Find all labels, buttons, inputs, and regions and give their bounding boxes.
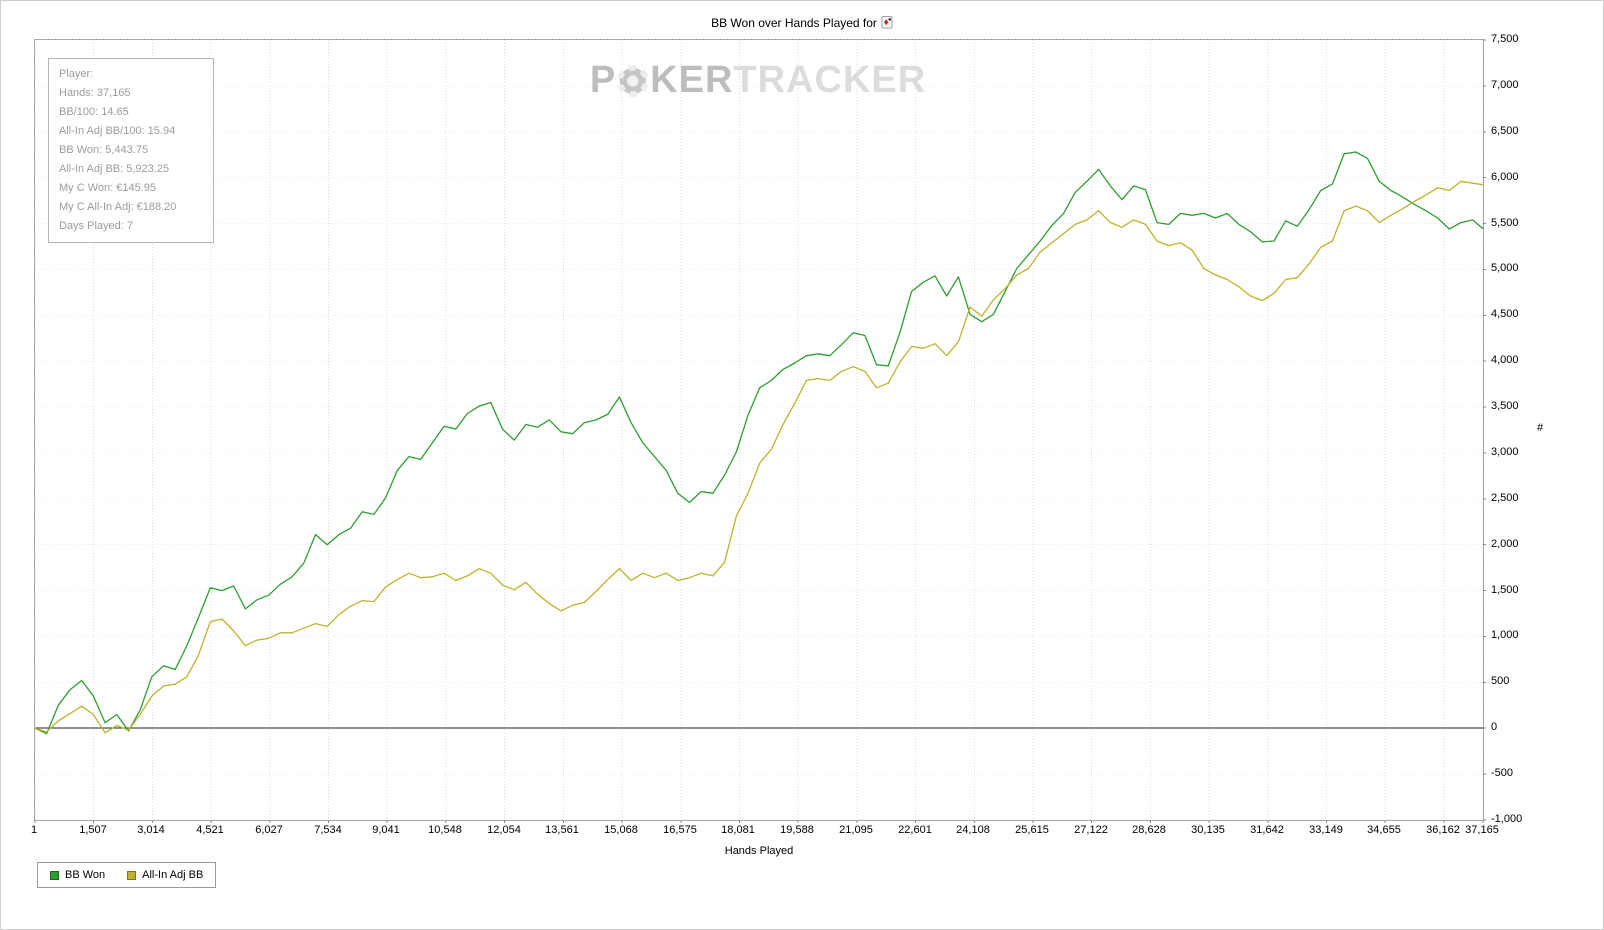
- series-line-1: [34, 180, 1484, 734]
- y-tick-label: 4,500: [1491, 308, 1519, 320]
- y-axis-labels: 7,500 7,000 6,500 6,000 5,500 5,000 4,500 4,000…: [1491, 33, 1551, 825]
- x-tick-label: 3,014: [137, 824, 165, 836]
- y-tick-label: 0: [1491, 721, 1498, 733]
- legend-label: All-In Adj BB: [142, 869, 204, 881]
- series-line-0: [34, 151, 1484, 735]
- chart-title-text: BB Won over Hands Played for: [711, 16, 877, 30]
- x-tick-label: 6,027: [255, 824, 283, 836]
- stat-line: All-In Adj BB: 5,923.25: [59, 163, 170, 175]
- x-tick-label: 30,135: [1191, 824, 1225, 836]
- y-tick-label: 500: [1491, 675, 1510, 687]
- chart-svg: [34, 39, 1486, 823]
- x-tick-label: 25,615: [1015, 824, 1049, 836]
- y-tick-label: 5,500: [1491, 217, 1519, 229]
- stat-line: BB/100: 14.65: [59, 106, 129, 118]
- card-suit-icon: [881, 16, 893, 29]
- x-tick-label: 4,521: [196, 824, 224, 836]
- x-tick-label: 13,561: [545, 824, 579, 836]
- stat-line: Player:: [59, 68, 94, 80]
- y-axis-title: #: [1537, 422, 1544, 434]
- chart-plot-area[interactable]: [34, 39, 1486, 823]
- y-tick-label: 7,000: [1491, 79, 1519, 91]
- y-tick-label: 7,500: [1491, 33, 1519, 45]
- legend-item-bb-won: BB Won: [50, 869, 105, 881]
- y-tick-label: 6,000: [1491, 171, 1519, 183]
- y-tick-label: 3,500: [1491, 400, 1519, 412]
- x-tick-label: 34,655: [1367, 824, 1401, 836]
- x-tick-label: 18,081: [721, 824, 755, 836]
- x-tick-label: 16,575: [663, 824, 697, 836]
- x-tick-label: 1,507: [79, 824, 107, 836]
- stats-summary-box: Player: Hands: 37,165 BB/100: 14.65 All-In …: [48, 58, 214, 243]
- stat-line: Days Played: 7: [59, 220, 133, 232]
- y-tick-label: 4,000: [1491, 354, 1519, 366]
- x-tick-label: 12,054: [487, 824, 521, 836]
- x-tick-label: 10,548: [428, 824, 462, 836]
- y-tick-label: -500: [1491, 767, 1514, 779]
- pokertracker-watermark: P KER TRACKER: [590, 59, 926, 102]
- x-tick-label: 22,601: [898, 824, 932, 836]
- x-tick-label: 28,628: [1132, 824, 1166, 836]
- stat-line: All-In Adj BB/100: 15.94: [59, 125, 176, 137]
- y-tick-label: 2,500: [1491, 492, 1519, 504]
- poker-chip-icon: [617, 64, 650, 97]
- x-axis-title: Hands Played: [724, 845, 794, 857]
- y-tick-label: 2,000: [1491, 538, 1519, 550]
- x-tick-label: 31,642: [1250, 824, 1284, 836]
- x-tick-label: 19,588: [780, 824, 814, 836]
- x-tick-label: 27,122: [1074, 824, 1108, 836]
- x-tick-label: 9,041: [372, 824, 400, 836]
- x-tick-label: 37,165: [1465, 824, 1499, 836]
- x-tick-label: 21,095: [839, 824, 873, 836]
- x-tick-label: 36,162: [1426, 824, 1460, 836]
- chart-title: BB Won over Hands Played for: [1, 15, 1603, 30]
- dark-pip: [888, 18, 892, 21]
- stat-line: BB Won: 5,443.75: [59, 144, 149, 156]
- y-tick-label: -1,000: [1491, 813, 1523, 825]
- watermark-text-ker: KER: [650, 59, 734, 101]
- stat-line: Hands: 37,165: [59, 87, 131, 99]
- watermark-text-p: P: [589, 59, 617, 101]
- stat-line: My C All-In Adj: €188.20: [59, 201, 177, 213]
- x-tick-label: 24,108: [956, 824, 990, 836]
- legend-item-all-in-adj-bb: All-In Adj BB: [127, 869, 203, 881]
- x-tick-label: 33,149: [1309, 824, 1343, 836]
- x-tick-label: 1: [30, 824, 38, 836]
- y-tick-label: 6,500: [1491, 125, 1519, 137]
- y-tick-label: 1,000: [1491, 629, 1519, 641]
- chip-center: [627, 74, 639, 87]
- legend-swatch: [127, 870, 137, 880]
- y-tick-label: 1,500: [1491, 584, 1519, 596]
- watermark-text-tracker: TRACKER: [733, 59, 927, 101]
- legend-swatch: [50, 870, 59, 880]
- x-axis-labels: 1 1,507 3,014 4,521 6,027 7,534 9,041 10,548 12,…: [30, 824, 1499, 838]
- legend-label: BB Won: [65, 869, 106, 881]
- y-tick-label: 3,000: [1491, 446, 1519, 458]
- x-tick-label: 7,534: [314, 824, 342, 836]
- stat-line: My C Won: €145.95: [59, 182, 157, 194]
- y-tick-label: 5,000: [1491, 262, 1519, 274]
- legend: BB Won All-In Adj BB: [37, 862, 217, 888]
- x-tick-label: 15,068: [604, 824, 638, 836]
